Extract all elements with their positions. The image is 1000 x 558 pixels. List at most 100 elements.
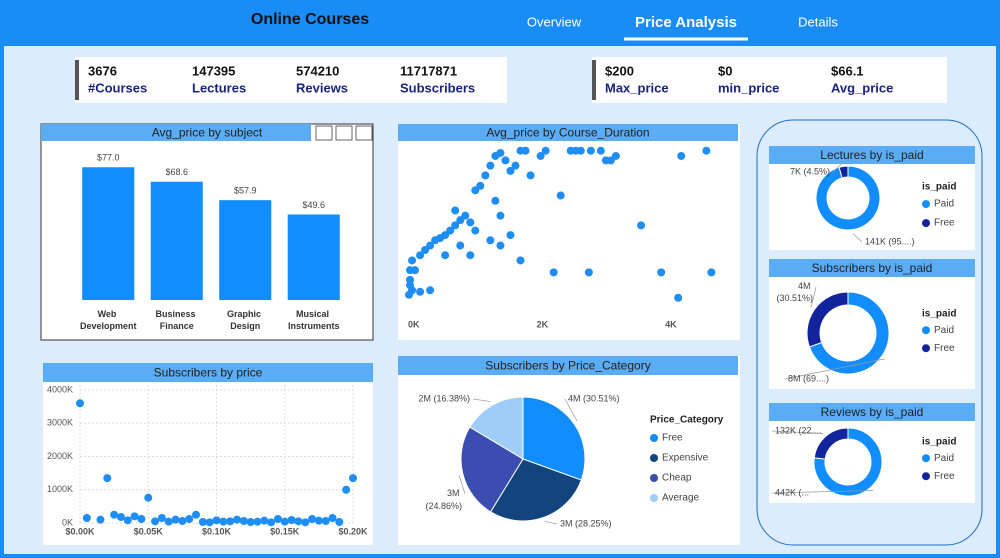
donut-segment — [838, 165, 849, 179]
scatter-point — [335, 518, 344, 527]
data-label: $49.6 — [302, 200, 325, 210]
data-label: 8M (69....) — [788, 373, 829, 383]
kpi-label: Lectures — [192, 80, 246, 95]
data-label: 4M (30.51%) — [776, 281, 813, 303]
kpi-label: Avg_price — [831, 80, 893, 95]
kpi-accent — [592, 60, 596, 100]
data-label: $57.9 — [234, 186, 257, 196]
scatter-point — [426, 286, 435, 295]
x-tick-label: Graphic Design — [227, 309, 264, 331]
donut-segment — [815, 165, 881, 231]
legend-label: Average — [662, 493, 700, 504]
legend-swatch — [922, 454, 930, 463]
title-band — [43, 363, 373, 382]
scatter-point — [294, 517, 303, 526]
nav-tab[interactable]: Price Analysis — [635, 14, 737, 31]
scatter-point — [246, 518, 255, 527]
nav-tab[interactable]: Overview — [527, 14, 582, 29]
leader-line — [544, 520, 558, 525]
kpi-value: 147395 — [192, 63, 235, 78]
scatter-point — [314, 516, 323, 525]
panel — [43, 363, 373, 545]
legend-title: Price_Category — [650, 415, 724, 426]
y-tick-label: 1000K — [47, 484, 73, 494]
x-tick-label: Musical Instruments — [288, 309, 340, 331]
scatter-point — [521, 146, 530, 155]
x-tick-label: Web Development — [80, 309, 137, 331]
nav-tab[interactable]: Details — [798, 14, 838, 29]
scatter-point — [137, 515, 146, 524]
scatter-point — [151, 517, 160, 526]
bar — [82, 167, 135, 300]
legend-label: Free — [934, 471, 955, 482]
legend-swatch — [650, 434, 658, 442]
kpi-accent — [75, 60, 79, 100]
kpi-card — [75, 57, 507, 103]
scatter-point — [516, 256, 525, 265]
legend-swatch — [922, 326, 930, 335]
data-label: $77.0 — [97, 153, 120, 163]
title-band — [769, 403, 975, 421]
chart-title: Avg_price by Course_Duration — [486, 126, 649, 140]
kpi-value: $200 — [605, 63, 634, 78]
kpi-value: 11717871 — [400, 63, 457, 78]
kpi-label: Max_price — [605, 80, 669, 95]
data-label: 3M (28.25%) — [560, 518, 612, 528]
scatter-point — [273, 515, 282, 524]
scatter-point — [491, 196, 500, 205]
data-label: 141K (95....) — [865, 236, 915, 246]
scatter-point — [408, 256, 417, 265]
scatter-point — [253, 517, 262, 526]
scatter-point — [212, 516, 221, 525]
scatter-point — [486, 236, 495, 245]
leader-line — [472, 398, 491, 402]
scatter-point — [541, 146, 550, 155]
leader-line — [771, 430, 823, 434]
legend-label: Paid — [934, 453, 954, 464]
scatter-point — [486, 161, 495, 170]
scatter-point — [96, 515, 105, 524]
scatter-point — [82, 514, 91, 523]
focus-icon[interactable] — [335, 125, 353, 141]
scatter-point — [637, 221, 646, 230]
scatter-point — [501, 156, 510, 165]
title-band — [398, 124, 738, 141]
scatter-point — [185, 515, 194, 524]
legend-title: is_paid — [922, 437, 956, 448]
x-tick-label: $0.15K — [270, 526, 300, 536]
scatter-point — [171, 515, 180, 524]
scatter-point — [226, 517, 235, 526]
scatter-point — [164, 517, 173, 526]
legend-swatch — [922, 200, 930, 209]
scatter-point — [144, 493, 153, 502]
scatter-point — [219, 517, 228, 526]
scatter-point — [416, 287, 425, 296]
scatter-point — [405, 281, 414, 290]
kpi-label: Reviews — [296, 80, 348, 95]
x-tick-label: 0K — [408, 319, 420, 329]
scatter-point — [232, 515, 241, 524]
scatter-point — [511, 161, 520, 170]
scatter-point — [280, 517, 289, 526]
leader-line — [832, 162, 844, 173]
leader-line — [564, 398, 578, 422]
x-tick-label: $0.20K — [338, 526, 368, 536]
donut-segment — [808, 291, 890, 375]
chart-title: Subscribers by price — [154, 366, 263, 380]
scatter-point — [456, 241, 465, 250]
filter-icon[interactable] — [315, 125, 333, 141]
scatter-point — [584, 268, 593, 277]
scatter-point — [76, 399, 84, 408]
chart-title: Reviews by is_paid — [821, 405, 924, 419]
title-band — [769, 146, 975, 164]
scatter-point — [349, 474, 357, 483]
scatter-point — [123, 516, 132, 525]
scatter-point — [342, 485, 351, 494]
visual-toolbar — [315, 125, 373, 141]
scatter-point — [481, 171, 490, 180]
page-title: Online Courses — [251, 11, 369, 28]
more-icon[interactable] — [355, 125, 373, 141]
legend-title: is_paid — [922, 309, 956, 320]
y-tick-label: 0K — [62, 517, 73, 527]
scatter-point — [496, 241, 505, 250]
